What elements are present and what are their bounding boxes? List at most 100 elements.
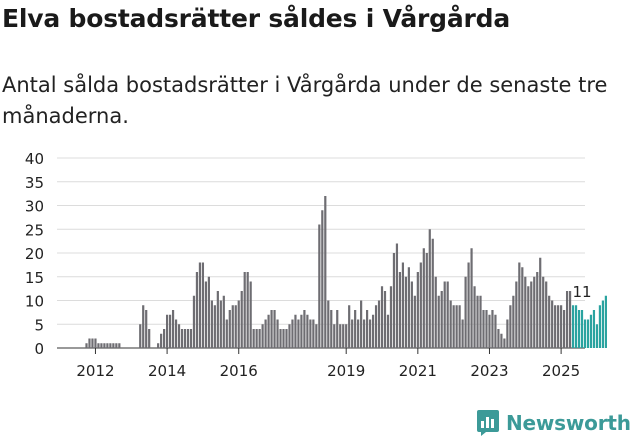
bar (560, 305, 563, 348)
bar (321, 210, 324, 348)
bar (455, 305, 458, 348)
bar (509, 305, 512, 348)
bar (539, 257, 542, 348)
bar (548, 295, 551, 348)
bar (148, 329, 151, 348)
bar (413, 295, 416, 348)
bar (565, 291, 569, 348)
bar (533, 276, 536, 348)
y-tick-label: 40 (25, 150, 44, 168)
bar (536, 272, 539, 348)
bar (407, 267, 410, 348)
bar (374, 305, 378, 348)
bar (467, 262, 470, 348)
bar (174, 319, 178, 348)
x-tick-label: 2012 (76, 362, 114, 380)
y-tick-label: 25 (25, 221, 44, 239)
bar (183, 329, 187, 348)
bar (583, 319, 587, 348)
bar (443, 281, 446, 348)
bar (392, 253, 396, 348)
chart-subtitle: Antal sålda bostadsrätter i Vårgårda und… (2, 73, 608, 128)
bar (568, 291, 572, 348)
bar (234, 305, 237, 348)
bar (231, 305, 234, 348)
bar (297, 319, 300, 348)
bar (479, 295, 482, 348)
bar (315, 324, 318, 348)
bar (195, 272, 199, 348)
chart-title: Elva bostadsrätter såldes i Vårgårda (2, 4, 511, 33)
bar (243, 272, 246, 348)
bar (115, 343, 118, 348)
bar (524, 276, 527, 348)
bar (177, 324, 181, 348)
bar (494, 314, 497, 348)
bar (279, 329, 282, 348)
bar (497, 329, 500, 348)
bar (112, 343, 115, 348)
bar (485, 310, 488, 348)
x-tick-label: 2019 (327, 362, 365, 380)
bar (563, 310, 566, 348)
bar (207, 276, 210, 348)
bar (446, 281, 449, 348)
x-tick-label: 2016 (220, 362, 258, 380)
bar (303, 310, 306, 348)
brand-name: Newsworthy (506, 411, 631, 435)
bar (285, 329, 288, 348)
bars (85, 196, 607, 348)
bar (551, 300, 554, 348)
bar (163, 329, 166, 348)
bar (210, 300, 213, 348)
bar (339, 324, 342, 348)
bar (354, 310, 357, 348)
bar (530, 281, 533, 348)
bar (574, 305, 578, 348)
bar (327, 300, 330, 348)
bar (554, 305, 557, 348)
bar (240, 291, 243, 348)
bar (252, 329, 255, 348)
bar (437, 295, 440, 348)
bar (404, 276, 407, 348)
x-tick-label: 2023 (470, 362, 508, 380)
bar (383, 291, 387, 348)
bar (416, 272, 419, 348)
bar (171, 310, 175, 348)
bar (342, 324, 345, 348)
bar (109, 343, 112, 348)
bar (503, 338, 506, 348)
bar (318, 224, 321, 348)
y-tick-label: 30 (25, 198, 44, 216)
bar (213, 305, 216, 348)
bar (103, 343, 106, 348)
bar (255, 329, 258, 348)
bar (294, 314, 297, 348)
bar (351, 319, 354, 348)
bar (470, 248, 473, 348)
bar (595, 324, 599, 348)
bar (491, 310, 494, 348)
bar (506, 319, 509, 348)
y-tick-label: 15 (25, 269, 44, 287)
bar (300, 314, 303, 348)
bar (458, 305, 461, 348)
x-tick-label: 2025 (542, 362, 580, 380)
bar (377, 300, 381, 348)
bar (306, 314, 309, 348)
bar (500, 333, 503, 348)
bar (91, 338, 94, 348)
bar (258, 329, 261, 348)
bar (527, 286, 530, 348)
bar (261, 324, 264, 348)
bar (237, 300, 240, 348)
bar (270, 310, 273, 348)
bar (192, 295, 196, 348)
bar (246, 272, 249, 348)
bar (386, 314, 390, 348)
y-tick-label: 35 (25, 174, 44, 192)
bar (88, 338, 91, 348)
bar (201, 262, 205, 348)
